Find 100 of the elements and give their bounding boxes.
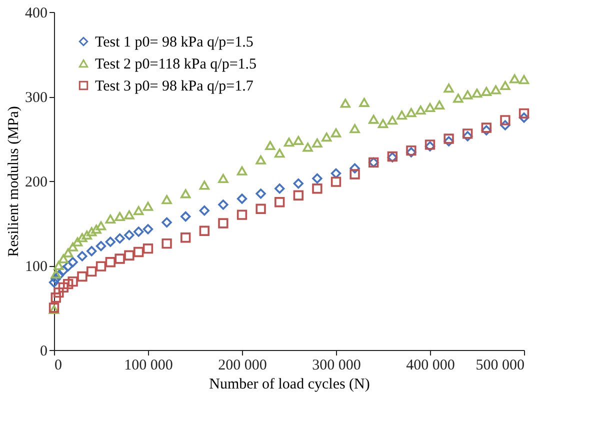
y-tick-label: 300 [25, 90, 48, 106]
legend-label: Test 2 p0=118 kPa q/p=1.5 [95, 56, 257, 72]
point [218, 218, 228, 228]
x-axis-title: Number of load cycles (N) [209, 376, 370, 392]
point [472, 88, 482, 98]
point [462, 128, 473, 139]
point [180, 189, 191, 198]
y-axis-title: Resilient modulus (MPa) [6, 106, 22, 257]
point [274, 148, 285, 158]
point [124, 230, 134, 240]
point [444, 84, 454, 93]
point [124, 210, 134, 220]
point [462, 90, 473, 100]
point [312, 138, 322, 148]
point [142, 224, 154, 234]
point [236, 166, 248, 176]
point [236, 210, 248, 220]
point [500, 80, 510, 90]
point [180, 232, 191, 243]
point [63, 248, 74, 258]
point [77, 251, 88, 262]
point [312, 173, 322, 184]
point [48, 277, 60, 288]
point [105, 236, 116, 247]
point [77, 233, 88, 242]
point [63, 279, 74, 290]
point [114, 212, 125, 222]
x-tick-label: 400 000 [406, 358, 455, 374]
point [256, 188, 266, 199]
point [500, 120, 510, 130]
point [350, 163, 360, 174]
point [274, 197, 285, 208]
point [330, 128, 342, 138]
point [444, 134, 454, 144]
point [293, 136, 304, 145]
point [518, 108, 530, 118]
point [142, 202, 154, 211]
point [368, 114, 379, 124]
point [105, 257, 116, 268]
point [359, 98, 370, 107]
point [162, 238, 172, 249]
point [500, 115, 510, 126]
point [50, 292, 61, 303]
point [490, 85, 501, 94]
point [256, 204, 266, 214]
point [162, 217, 172, 228]
point [462, 131, 473, 142]
point [68, 242, 78, 252]
point [58, 254, 68, 264]
point [434, 100, 444, 110]
point [50, 269, 61, 278]
y-tick-label: 100 [25, 259, 48, 275]
point [134, 246, 144, 258]
point [274, 184, 285, 194]
point [424, 102, 436, 112]
point [293, 190, 304, 200]
point [330, 176, 342, 187]
point [481, 122, 492, 133]
y-tick-label: 400 [25, 6, 48, 22]
point [518, 112, 530, 123]
point [68, 257, 78, 268]
point [114, 233, 125, 244]
point [199, 205, 210, 216]
point [236, 194, 248, 204]
point [378, 119, 388, 128]
point [322, 132, 332, 142]
point [350, 124, 360, 134]
point [416, 105, 426, 115]
point [86, 266, 97, 276]
point [256, 155, 266, 164]
legend-label: Test 1 p0= 98 kPa q/p=1.5 [95, 34, 254, 50]
point [284, 138, 294, 147]
point [54, 260, 64, 270]
x-tick-label: 300 000 [312, 358, 361, 374]
point [91, 224, 102, 234]
point [199, 180, 210, 190]
point [142, 244, 154, 254]
x-tick-label: 500 000 [476, 358, 524, 374]
point [481, 125, 492, 136]
point [54, 287, 64, 298]
point [199, 226, 210, 236]
point [387, 116, 398, 125]
point [396, 110, 407, 120]
point [312, 184, 322, 194]
point [96, 221, 106, 230]
point [72, 237, 83, 246]
point [105, 214, 116, 224]
point [82, 230, 92, 240]
point [96, 261, 106, 272]
point [518, 75, 530, 84]
point [124, 250, 134, 260]
x-tick-label: 100 000 [124, 358, 173, 374]
x-tick-label: 200 000 [218, 358, 267, 374]
point [302, 142, 313, 152]
point [444, 136, 454, 146]
point [293, 178, 304, 189]
point [134, 206, 144, 216]
point [86, 227, 97, 236]
point [86, 246, 97, 256]
point [58, 282, 68, 293]
